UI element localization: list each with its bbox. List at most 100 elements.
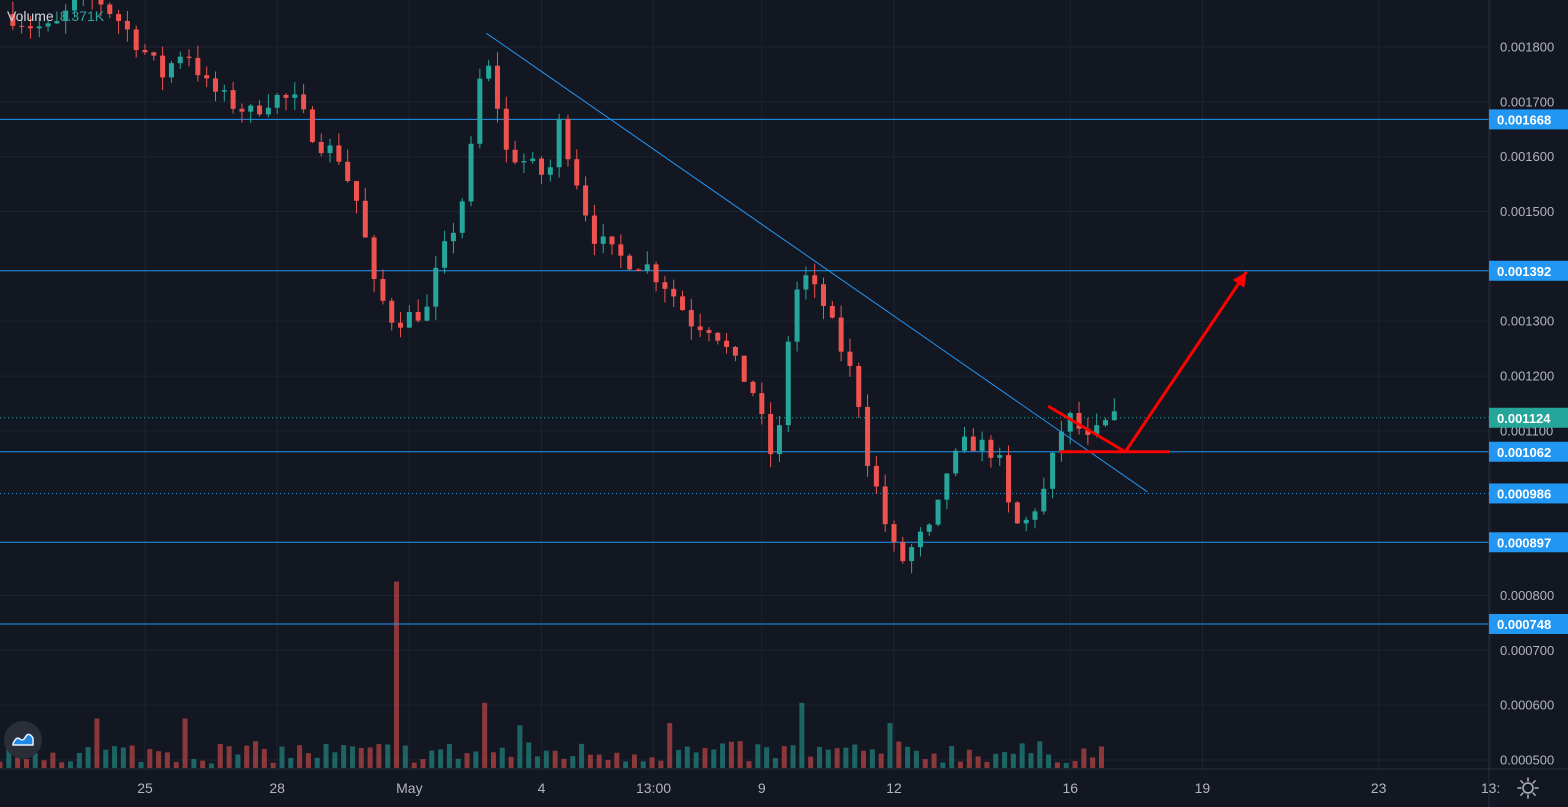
candle-body bbox=[724, 340, 730, 347]
candle-body bbox=[72, 0, 78, 11]
candle-body bbox=[450, 232, 456, 242]
trendline[interactable] bbox=[486, 32, 1148, 493]
time-tick-label: 28 bbox=[269, 780, 285, 796]
candle-body bbox=[953, 450, 959, 474]
candle-body bbox=[865, 406, 871, 466]
volume-bar bbox=[191, 759, 197, 768]
candle-body bbox=[688, 310, 694, 327]
volume-bar bbox=[156, 751, 162, 768]
candle-body bbox=[1076, 413, 1082, 429]
tradingview-logo-icon[interactable] bbox=[4, 721, 42, 759]
volume-bar bbox=[1037, 741, 1043, 768]
candle-body bbox=[909, 547, 915, 562]
price-tick-label: 0.000700 bbox=[1500, 643, 1554, 658]
time-tick-label: May bbox=[396, 780, 422, 796]
volume-bar bbox=[993, 753, 999, 768]
volume-bar bbox=[85, 747, 91, 768]
price-tick-label: 0.001700 bbox=[1500, 94, 1554, 109]
candle-body bbox=[477, 78, 483, 144]
candle-body bbox=[547, 167, 553, 175]
volume-bar bbox=[314, 757, 320, 768]
volume-bar bbox=[711, 749, 717, 768]
candle-body bbox=[221, 90, 227, 92]
volume-bar bbox=[332, 752, 338, 768]
candle-body bbox=[371, 237, 377, 279]
candle-body bbox=[565, 118, 571, 160]
candle-body bbox=[503, 108, 509, 150]
annotations[interactable] bbox=[1047, 271, 1248, 454]
volume-label: Volume bbox=[7, 8, 54, 24]
volume-bar bbox=[913, 750, 919, 768]
volume-bar bbox=[208, 763, 214, 768]
volume-bar bbox=[200, 760, 206, 768]
candle-body bbox=[116, 14, 122, 21]
volume-bar bbox=[535, 756, 541, 768]
candle-body bbox=[168, 63, 174, 78]
volume-bar bbox=[684, 746, 690, 768]
candle-body bbox=[124, 20, 130, 30]
candle-body bbox=[917, 531, 923, 548]
candle-body bbox=[583, 185, 589, 216]
chart-grid bbox=[0, 0, 1492, 769]
price-axis[interactable]: 0.001800 0.001700 0.001600 0.001500 0.001300… bbox=[1488, 0, 1568, 807]
volume-bar bbox=[411, 762, 417, 768]
volume-bar bbox=[376, 744, 382, 768]
volume-bar bbox=[887, 723, 893, 768]
volume-bar bbox=[358, 747, 364, 768]
volume-bar bbox=[587, 754, 593, 768]
candle-body bbox=[838, 317, 844, 352]
volume-bar bbox=[120, 747, 126, 768]
volume-bar bbox=[1072, 760, 1078, 768]
volume-bar bbox=[852, 744, 858, 768]
volume-bar bbox=[543, 750, 549, 768]
volume-bars bbox=[0, 581, 1104, 768]
candle-body bbox=[398, 322, 404, 328]
candle-body bbox=[1006, 455, 1012, 503]
candle-body bbox=[521, 161, 527, 163]
candle-body bbox=[812, 275, 818, 285]
candle-body bbox=[380, 278, 386, 301]
candle-body bbox=[512, 149, 518, 163]
volume-bar bbox=[720, 743, 726, 768]
level-price-badge bbox=[1489, 532, 1568, 553]
gear-icon[interactable] bbox=[1516, 776, 1540, 800]
volume-bar bbox=[173, 762, 179, 768]
candle-body bbox=[635, 269, 641, 271]
candle-body bbox=[160, 55, 166, 78]
horizontal-levels[interactable] bbox=[0, 118, 1489, 625]
volume-bar bbox=[103, 749, 109, 768]
candle-body bbox=[715, 332, 721, 341]
volume-bar bbox=[508, 756, 514, 768]
candle-body bbox=[309, 109, 315, 142]
volume-bar bbox=[112, 746, 118, 768]
candle-body bbox=[494, 65, 500, 109]
candle-body bbox=[935, 499, 941, 525]
volume-bar bbox=[561, 758, 567, 768]
volume-bar bbox=[94, 718, 100, 768]
time-tick-label: 19 bbox=[1195, 780, 1211, 796]
time-axis[interactable]: 25 28 May 4 13:00 9 12 16 19 23 13: bbox=[0, 768, 1568, 796]
volume-bar bbox=[217, 743, 223, 768]
candle-body bbox=[988, 439, 994, 458]
candle-body bbox=[847, 351, 853, 367]
volume-bar bbox=[0, 761, 3, 768]
volume-bar bbox=[825, 749, 831, 768]
volume-bar bbox=[499, 747, 505, 768]
volume-bar bbox=[667, 723, 673, 768]
volume-bar bbox=[323, 743, 329, 768]
candle-body bbox=[970, 436, 976, 451]
arrow-head-icon bbox=[1232, 271, 1247, 288]
volume-bar bbox=[235, 754, 241, 768]
last-price-label: 0.001124 bbox=[1497, 411, 1551, 426]
volume-bar bbox=[349, 746, 355, 768]
candle-body bbox=[732, 346, 738, 356]
volume-bar bbox=[834, 748, 840, 768]
volume-bar bbox=[896, 741, 902, 768]
candle-body bbox=[644, 264, 650, 271]
price-tick-label: 0.000500 bbox=[1500, 753, 1554, 768]
volume-bar bbox=[957, 761, 963, 768]
volume-bar bbox=[482, 702, 488, 768]
last-price-badge bbox=[1489, 407, 1568, 428]
volume-bar bbox=[676, 749, 682, 768]
